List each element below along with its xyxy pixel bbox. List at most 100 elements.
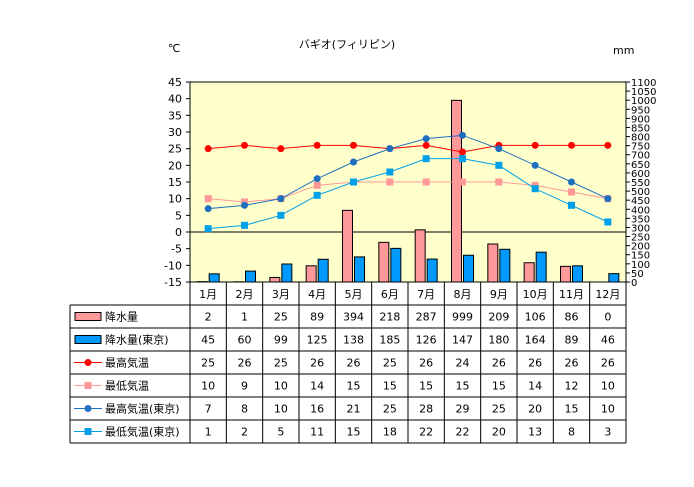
max-temp-tokyo-point bbox=[568, 178, 575, 186]
category-label: 12月 bbox=[595, 288, 620, 301]
table-cell: 26 bbox=[238, 357, 252, 370]
left-axis-tick-label: 20 bbox=[168, 159, 182, 172]
max-temp-point bbox=[422, 141, 430, 149]
table-cell: 3 bbox=[604, 426, 611, 439]
table-cell: 60 bbox=[238, 334, 252, 347]
table-cell: 25 bbox=[201, 357, 215, 370]
table-cell: 15 bbox=[419, 380, 433, 393]
min-temp-tokyo-point bbox=[531, 185, 539, 193]
min-temp-point bbox=[568, 188, 575, 196]
legend-marker bbox=[84, 359, 92, 366]
right-axis-tick-label: 600 bbox=[631, 169, 650, 180]
table-cell: 1 bbox=[205, 426, 212, 439]
category-label: 7月 bbox=[417, 288, 435, 301]
table-cell: 2 bbox=[205, 311, 212, 324]
table-cell: 209 bbox=[488, 311, 509, 324]
table-cell: 126 bbox=[416, 334, 437, 347]
left-axis-tick-label: -5 bbox=[171, 243, 182, 256]
right-axis-tick-label: 850 bbox=[631, 123, 650, 134]
left-axis-tick-label: 30 bbox=[168, 126, 182, 139]
right-axis-tick-label: 500 bbox=[631, 187, 650, 198]
legend-label: 降水量(東京) bbox=[105, 333, 169, 347]
table-cell: 11 bbox=[310, 426, 324, 439]
max-temp-point bbox=[277, 145, 285, 153]
min-temp-point bbox=[495, 178, 503, 186]
table-cell: 26 bbox=[492, 357, 506, 370]
precipitation-tokyo-bar bbox=[281, 263, 293, 283]
max-temp-tokyo-point bbox=[241, 201, 248, 209]
table-cell: 22 bbox=[419, 426, 433, 439]
category-label: 9月 bbox=[490, 288, 508, 301]
max-temp-line bbox=[208, 144, 608, 153]
min-temp-tokyo-point bbox=[495, 161, 503, 169]
table-cell: 2 bbox=[241, 426, 248, 439]
table-cell: 99 bbox=[274, 334, 288, 347]
category-label: 11月 bbox=[559, 288, 584, 301]
right-axis-unit: mm bbox=[613, 44, 635, 57]
max-temp-tokyo-point bbox=[459, 131, 466, 139]
legend-label: 降水量 bbox=[105, 310, 138, 324]
precipitation-tokyo-bar bbox=[608, 273, 620, 283]
right-axis-tick-label: 50 bbox=[631, 269, 644, 280]
precipitation-tokyo-bar bbox=[535, 251, 547, 283]
table-cell: 86 bbox=[565, 311, 579, 324]
table-cell: 25 bbox=[383, 403, 397, 416]
min-temp-point bbox=[204, 195, 212, 203]
category-label: 4月 bbox=[308, 288, 326, 301]
min-temp-tokyo-line bbox=[208, 158, 609, 230]
min-temp-tokyo-point bbox=[350, 178, 357, 186]
precipitation-tokyo-bar bbox=[572, 265, 583, 283]
right-axis-tick-label: 650 bbox=[631, 160, 650, 171]
table-cell: 180 bbox=[488, 334, 509, 347]
left-axis-tick-label: 45 bbox=[168, 76, 182, 89]
precipitation-tokyo-bar bbox=[208, 273, 220, 283]
max-temp-tokyo-point bbox=[531, 161, 539, 169]
table-cell: 26 bbox=[565, 357, 579, 370]
category-label: 10月 bbox=[523, 288, 548, 301]
table-cell: 89 bbox=[310, 311, 324, 324]
table-cell: 185 bbox=[379, 334, 400, 347]
right-axis-tick-label: 550 bbox=[631, 178, 650, 189]
precipitation-tokyo-bar bbox=[426, 258, 438, 283]
table-cell: 9 bbox=[241, 380, 248, 393]
right-axis-tick-label: 250 bbox=[631, 233, 650, 244]
right-axis-tick-label: 0 bbox=[631, 278, 637, 289]
left-axis-unit: ℃ bbox=[168, 42, 181, 55]
table-cell: 18 bbox=[383, 426, 397, 439]
right-axis-tick-label: 400 bbox=[631, 205, 650, 216]
max-temp-point bbox=[241, 141, 248, 149]
max-temp-tokyo-point bbox=[204, 205, 212, 213]
right-axis-tick-label: 450 bbox=[631, 196, 650, 207]
min-temp-tokyo-point bbox=[568, 201, 575, 209]
precipitation-tokyo-bar bbox=[499, 248, 511, 283]
table-cell: 106 bbox=[525, 311, 546, 324]
table-cell: 20 bbox=[528, 403, 542, 416]
left-axis-tick-label: -10 bbox=[164, 259, 182, 272]
right-axis-tick-label: 100 bbox=[631, 260, 650, 271]
max-temp-tokyo-point bbox=[604, 195, 612, 203]
precipitation-bar bbox=[269, 276, 281, 283]
right-axis-tick-label: 900 bbox=[631, 114, 650, 125]
table-cell: 138 bbox=[343, 334, 364, 347]
table-cell: 15 bbox=[347, 380, 361, 393]
max-temp-tokyo-point bbox=[350, 158, 357, 166]
max-temp-point bbox=[531, 141, 539, 149]
category-label: 5月 bbox=[345, 288, 363, 301]
precipitation-bar bbox=[378, 241, 390, 283]
max-temp-point bbox=[568, 141, 575, 149]
right-axis-tick-label: 950 bbox=[631, 105, 650, 116]
legend-key bbox=[74, 335, 102, 344]
table-cell: 7 bbox=[205, 403, 212, 416]
right-axis-tick-label: 1100 bbox=[631, 78, 656, 89]
category-label: 2月 bbox=[236, 288, 254, 301]
table-cell: 45 bbox=[201, 334, 215, 347]
precipitation-bar bbox=[414, 229, 426, 283]
right-axis-tick-label: 150 bbox=[631, 251, 650, 262]
legend-key bbox=[74, 312, 102, 321]
max-temp-tokyo-line bbox=[208, 134, 609, 210]
precipitation-bar bbox=[560, 265, 571, 283]
table-cell: 25 bbox=[274, 311, 288, 324]
table-cell: 15 bbox=[565, 403, 579, 416]
max-temp-point bbox=[350, 141, 357, 149]
